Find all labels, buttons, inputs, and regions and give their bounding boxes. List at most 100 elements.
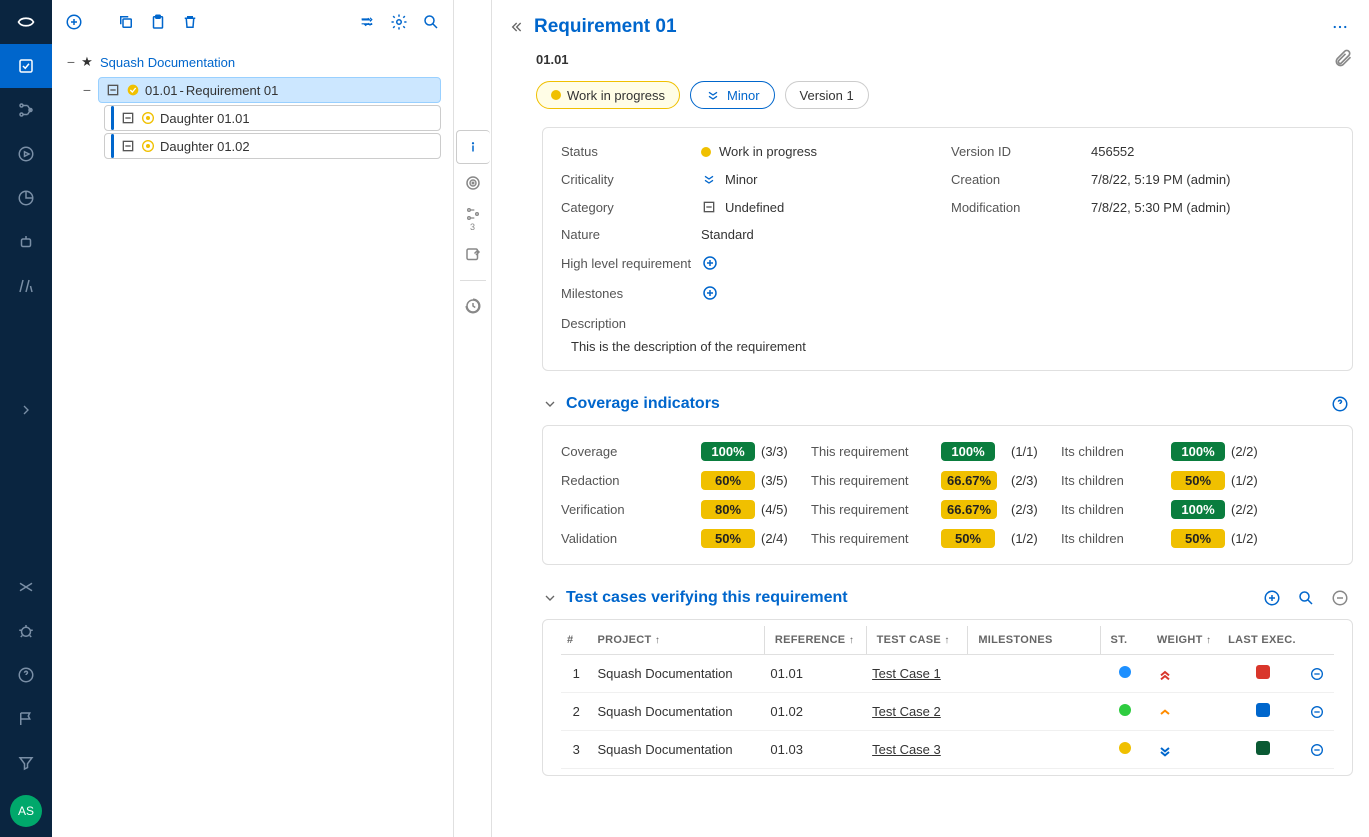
- chevron-down-icon[interactable]: [542, 396, 558, 412]
- creation-value: 7/8/22, 5:19 PM (admin): [1091, 172, 1334, 187]
- coverage-row-label: Validation: [561, 531, 701, 546]
- remove-row-button[interactable]: [1309, 704, 1328, 720]
- search-button[interactable]: [417, 8, 445, 36]
- coverage-thisreq-label: This requirement: [811, 444, 941, 459]
- nav-testcases[interactable]: [0, 88, 52, 132]
- criticality-badge[interactable]: Minor: [690, 81, 775, 109]
- delete-button[interactable]: [176, 8, 204, 36]
- hlr-add[interactable]: [701, 254, 951, 272]
- col-num[interactable]: #: [561, 626, 592, 655]
- plus-circle-icon: [701, 254, 719, 272]
- coverage-req-pct: 100%: [941, 442, 995, 461]
- chevron-down-icon[interactable]: [542, 590, 558, 606]
- back-button[interactable]: [508, 19, 524, 35]
- col-lastexec[interactable]: LAST EXEC.: [1222, 626, 1303, 655]
- coverage-req-pct: 66.67%: [941, 471, 997, 490]
- tree-project[interactable]: − ★ Squash Documentation: [60, 48, 445, 76]
- nav-requirements[interactable]: [0, 44, 52, 88]
- row-ref: 01.03: [764, 731, 866, 769]
- info-card: Status Work in progress Version ID 45655…: [542, 127, 1353, 371]
- col-status[interactable]: ST.: [1100, 626, 1151, 655]
- coverage-total-ratio: (4/5): [761, 502, 811, 517]
- coverage-row-label: Coverage: [561, 444, 701, 459]
- copy-button[interactable]: [112, 8, 140, 36]
- table-row[interactable]: 1 Squash Documentation 01.01 Test Case 1: [561, 655, 1334, 693]
- col-milestones[interactable]: MILESTONES: [968, 626, 1100, 655]
- nature-value[interactable]: Standard: [701, 227, 951, 242]
- attachment-button[interactable]: [1333, 48, 1353, 68]
- nav-expand-toggle[interactable]: [0, 388, 52, 432]
- tree-panel: − ★ Squash Documentation − 01.01 - Requi…: [52, 0, 454, 837]
- testcase-link[interactable]: Test Case 2: [872, 704, 941, 719]
- col-reference[interactable]: REFERENCE ↑: [764, 626, 866, 655]
- remove-testcase-button[interactable]: [1327, 587, 1353, 609]
- nav-filter[interactable]: [0, 741, 52, 785]
- tab-tree[interactable]: 3: [456, 202, 490, 236]
- nav-bugs[interactable]: [0, 609, 52, 653]
- nav-flag[interactable]: [0, 697, 52, 741]
- tree-node[interactable]: Daughter 01.02: [104, 133, 441, 159]
- coverage-child-pct: 100%: [1171, 500, 1225, 519]
- col-project[interactable]: PROJECT ↑: [592, 626, 765, 655]
- tree-node[interactable]: Daughter 01.01: [104, 105, 441, 131]
- remove-row-button[interactable]: [1309, 742, 1328, 758]
- versionid-label: Version ID: [951, 144, 1091, 159]
- tab-info[interactable]: [456, 130, 490, 164]
- add-testcase-button[interactable]: [1259, 587, 1285, 609]
- description-value[interactable]: This is the description of the requireme…: [561, 339, 1334, 354]
- tab-target[interactable]: [456, 166, 490, 200]
- tree-req-name: Requirement 01: [186, 83, 279, 98]
- nav-help[interactable]: [0, 653, 52, 697]
- status-value[interactable]: Work in progress: [701, 144, 951, 159]
- tree-requirement[interactable]: − 01.01 - Requirement 01: [60, 76, 445, 104]
- help-button[interactable]: [1327, 393, 1353, 415]
- nav-actionwords[interactable]: [0, 264, 52, 308]
- nav-reports[interactable]: [0, 176, 52, 220]
- coverage-child-ratio: (1/2): [1231, 473, 1281, 488]
- coverage-total-ratio: (3/3): [761, 444, 811, 459]
- testcase-link[interactable]: Test Case 1: [872, 666, 941, 681]
- user-avatar[interactable]: AS: [10, 795, 42, 827]
- nav-admin[interactable]: [0, 565, 52, 609]
- row-milestones: [968, 655, 1100, 693]
- row-ref: 01.02: [764, 693, 866, 731]
- row-num: 1: [561, 655, 592, 693]
- nav-campaigns[interactable]: [0, 132, 52, 176]
- criticality-label: Criticality: [561, 172, 701, 187]
- version-badge[interactable]: Version 1: [785, 81, 869, 109]
- paste-button[interactable]: [144, 8, 172, 36]
- coverage-child-pct: 50%: [1171, 471, 1225, 490]
- tree-node-selected[interactable]: 01.01 - Requirement 01: [98, 77, 441, 103]
- more-button[interactable]: [1327, 14, 1353, 40]
- milestones-add[interactable]: [701, 284, 951, 302]
- testcase-link[interactable]: Test Case 3: [872, 742, 941, 757]
- coverage-child-ratio: (2/2): [1231, 502, 1281, 517]
- category-value[interactable]: Undefined: [701, 199, 951, 215]
- milestones-label: Milestones: [561, 286, 701, 301]
- tree-child[interactable]: Daughter 01.02: [60, 132, 445, 160]
- requirement-title: Requirement 01: [534, 16, 677, 38]
- coverage-total-pct: 80%: [701, 500, 755, 519]
- col-testcase[interactable]: TEST CASE ↑: [866, 626, 968, 655]
- detail-header: Requirement 01: [508, 0, 1353, 46]
- tab-edit[interactable]: [456, 238, 490, 272]
- col-weight[interactable]: WEIGHT ↑: [1151, 626, 1222, 655]
- search-testcase-button[interactable]: [1293, 587, 1319, 609]
- table-row[interactable]: 2 Squash Documentation 01.02 Test Case 2: [561, 693, 1334, 731]
- coverage-header: Coverage indicators: [542, 393, 1353, 415]
- row-num: 3: [561, 731, 592, 769]
- tree-child[interactable]: Daughter 01.01: [60, 104, 445, 132]
- criticality-value[interactable]: Minor: [701, 171, 951, 187]
- add-button[interactable]: [60, 8, 88, 36]
- settings-button[interactable]: [385, 8, 413, 36]
- nav-automation[interactable]: [0, 220, 52, 264]
- row-milestones: [968, 731, 1100, 769]
- sort-button[interactable]: [353, 8, 381, 36]
- row-weight: [1151, 693, 1222, 731]
- remove-row-button[interactable]: [1309, 666, 1328, 682]
- coverage-card: Coverage 100% (3/3) This requirement 100…: [542, 425, 1353, 565]
- status-badge[interactable]: Work in progress: [536, 81, 680, 109]
- hlr-label: High level requirement: [561, 256, 701, 271]
- table-row[interactable]: 3 Squash Documentation 01.03 Test Case 3: [561, 731, 1334, 769]
- tab-history[interactable]: [456, 289, 490, 323]
